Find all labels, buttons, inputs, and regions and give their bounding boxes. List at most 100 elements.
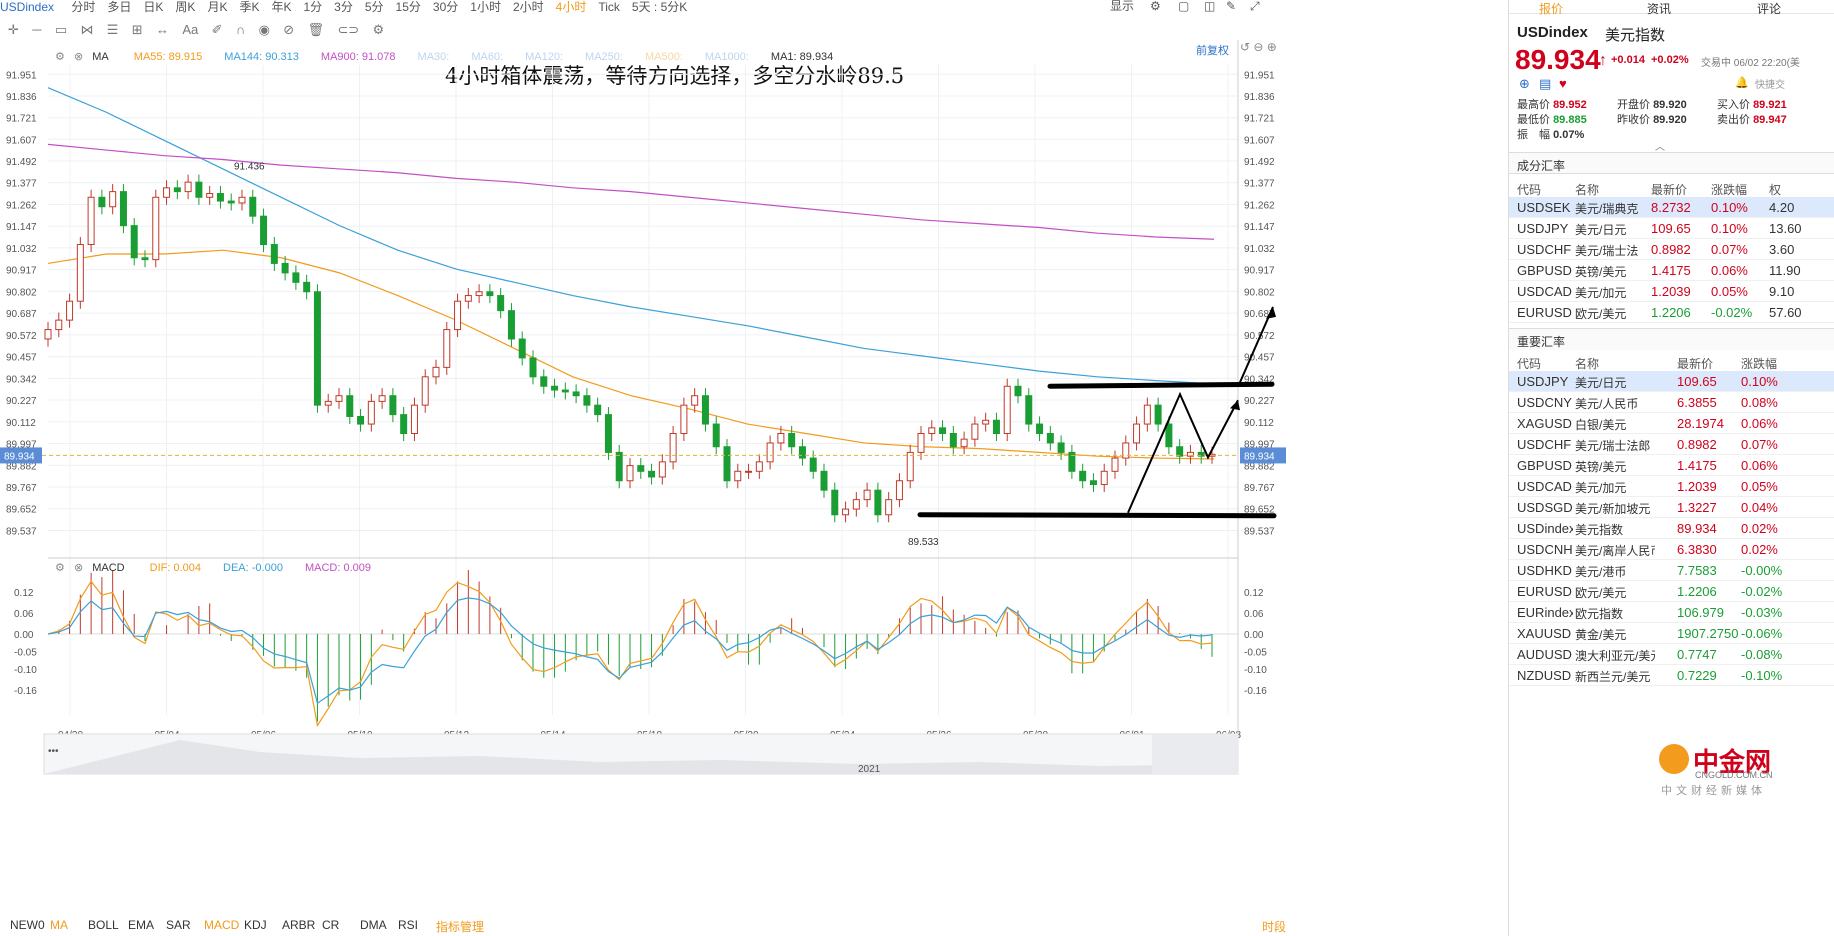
session-button[interactable]: 时段 — [1262, 920, 1287, 934]
table-row[interactable]: USDCNY 美元/人民币 6.3855 0.08% — [1509, 392, 1834, 413]
close-icon[interactable]: ⊗ — [73, 562, 84, 574]
table-row[interactable]: EURindex 欧元指数 106.979 -0.03% — [1509, 602, 1834, 623]
fib-tool-icon[interactable]: ⊞ — [131, 22, 143, 37]
indicator-tab-5[interactable]: MACD — [204, 918, 240, 932]
column-header[interactable]: 最新价 — [1677, 357, 1714, 371]
pencil-icon[interactable]: ✎ — [1226, 0, 1237, 13]
text-tool-icon[interactable]: Aa — [182, 22, 199, 37]
arrow-tool-icon[interactable]: ↔ — [156, 22, 170, 37]
column-header[interactable]: 最新价 — [1651, 183, 1688, 197]
column-header[interactable]: 权 — [1769, 183, 1782, 197]
reset-icon[interactable]: ↺ ⊖ ⊕ — [1240, 40, 1277, 54]
period-tab-16[interactable]: 5天 : 5分K — [631, 0, 688, 14]
indicator-tab-3[interactable]: EMA — [128, 918, 155, 932]
period-tab-8[interactable]: 3分 — [334, 0, 353, 14]
period-tab-7[interactable]: 1分 — [303, 0, 323, 14]
eye-icon[interactable]: ◉ — [258, 22, 270, 37]
brush-tool-icon[interactable]: ✐ — [211, 22, 223, 37]
period-tab-1[interactable]: 多日 — [107, 0, 132, 14]
delete-icon[interactable]: ⊘ — [283, 22, 295, 37]
indicator-tab-4[interactable]: SAR — [166, 918, 191, 932]
navigator-window[interactable] — [1152, 734, 1238, 774]
indicator-tab-9[interactable]: DMA — [360, 918, 387, 932]
settings-icon[interactable]: ⚙ — [372, 22, 385, 37]
indicator-tab-10[interactable]: RSI — [398, 918, 419, 932]
table-row[interactable]: GBPUSD 英镑/美元 1.4175 0.06% — [1509, 455, 1834, 476]
period-tab-10[interactable]: 15分 — [395, 0, 421, 14]
column-header[interactable]: 名称 — [1575, 357, 1600, 371]
navigator-handle-icon[interactable]: ••• — [48, 746, 59, 757]
table-row[interactable]: NZDUSD 新西兰元/美元 0.7229 -0.10% — [1509, 665, 1834, 686]
globe-icon[interactable]: ⊕ — [1519, 76, 1530, 91]
indicator-tab-8[interactable]: CR — [322, 918, 340, 932]
table-row[interactable]: AUDUSD 澳大利亚元/美元 0.7747 -0.08% — [1509, 644, 1834, 665]
fullscreen-icon[interactable]: ⤢ — [1250, 0, 1260, 13]
adjust-button[interactable]: 前复权 — [1196, 45, 1229, 57]
table-row[interactable]: USDSGD 美元/新加坡元 1.3227 0.04% — [1509, 497, 1834, 518]
tab-quote[interactable]: 报价 — [1539, 2, 1564, 16]
table-row[interactable]: USDindex 美元指数 89.934 0.02% — [1509, 518, 1834, 539]
indicator-tab-6[interactable]: KDJ — [244, 918, 267, 932]
table-row[interactable]: USDCHF 美元/瑞士法 0.8982 0.07% 3.60 — [1509, 239, 1834, 260]
table-row[interactable]: USDJPY 美元/日元 109.65 0.10% — [1509, 371, 1834, 392]
tab-news[interactable]: 资讯 — [1647, 2, 1672, 16]
period-tab-12[interactable]: 1小时 — [470, 0, 501, 14]
crosshair-icon[interactable]: ✛ — [8, 22, 19, 37]
period-tab-6[interactable]: 年K — [271, 0, 292, 14]
column-header[interactable]: 名称 — [1575, 183, 1600, 197]
display-menu[interactable]: 显示 — [1110, 0, 1135, 13]
symbol-tab[interactable]: USDindex — [0, 0, 55, 14]
rect-tool-icon[interactable]: ▭ — [54, 22, 68, 37]
doc-icon[interactable]: ▤ — [1539, 76, 1552, 91]
table-row[interactable]: EURUSD 欧元/美元 1.2206 -0.02% — [1509, 581, 1834, 602]
magnet-icon[interactable]: ∩ — [235, 22, 246, 37]
indicator-tab-11[interactable]: 指标管理 — [436, 920, 485, 934]
fork-tool-icon[interactable]: ⋈ — [80, 22, 94, 37]
table-row[interactable]: USDHKD 美元/港币 7.7583 -0.00% — [1509, 560, 1834, 581]
period-tab-9[interactable]: 5分 — [364, 0, 384, 14]
column-header[interactable]: 代码 — [1517, 183, 1542, 197]
trash-icon[interactable]: 🗑 — [307, 22, 325, 37]
period-tab-14[interactable]: 4小时 — [555, 0, 587, 14]
bell-icon[interactable]: 🔔 — [1735, 77, 1749, 89]
heart-icon[interactable]: ♥ — [1559, 76, 1567, 91]
period-tab-5[interactable]: 季K — [239, 0, 260, 14]
indicator-tab-0[interactable]: NEW0 — [10, 918, 45, 932]
period-tab-15[interactable]: Tick — [598, 0, 620, 14]
period-tab-2[interactable]: 日K — [143, 0, 164, 14]
column-header[interactable]: 代码 — [1517, 357, 1542, 371]
period-tab-0[interactable]: 分时 — [71, 0, 96, 14]
indicator-tab-2[interactable]: BOLL — [88, 918, 119, 932]
gear-icon[interactable]: ⚙ — [55, 51, 65, 63]
channel-tool-icon[interactable]: ☰ — [106, 22, 119, 37]
table-row[interactable]: XAUUSD 黄金/美元 1907.2750 -0.06% — [1509, 623, 1834, 644]
indicator-tab-7[interactable]: ARBR — [282, 918, 316, 932]
link-icon[interactable]: ⊂⊃ — [337, 22, 360, 37]
table-row[interactable]: USDCHF 美元/瑞士法郎 0.8982 0.07% — [1509, 434, 1834, 455]
tab-comments[interactable]: 评论 — [1757, 2, 1782, 16]
table-row[interactable]: EURUSD 欧元/美元 1.2206 -0.02% 57.60 — [1509, 302, 1834, 323]
table-row[interactable]: USDSEK 美元/瑞典克 8.2732 0.10% 4.20 — [1509, 197, 1834, 218]
chevron-up-icon[interactable]: ︿ — [1655, 142, 1665, 153]
table-row[interactable]: USDJPY 美元/日元 109.65 0.10% 13.60 — [1509, 218, 1834, 239]
table-row[interactable]: GBPUSD 英镑/美元 1.4175 0.06% 11.90 — [1509, 260, 1834, 281]
line-tool-icon[interactable]: ─ — [32, 22, 42, 37]
column-header[interactable]: 涨跌幅 — [1741, 357, 1778, 371]
indicator-tab-1[interactable]: MA — [50, 918, 68, 932]
quick-trade-button[interactable]: 快捷交 — [1755, 80, 1785, 91]
camera-icon[interactable]: ◫ — [1204, 0, 1216, 13]
column-header[interactable]: 涨跌幅 — [1711, 183, 1748, 197]
table-row[interactable]: USDCAD 美元/加元 1.2039 0.05% 9.10 — [1509, 281, 1834, 302]
period-tab-3[interactable]: 周K — [175, 0, 196, 14]
window-icon[interactable]: ▢ — [1178, 0, 1190, 13]
close-icon[interactable]: ⊗ — [73, 51, 84, 63]
gear-icon[interactable]: ⚙ — [55, 562, 65, 574]
table-row[interactable]: XAGUSD 白银/美元 28.1974 0.06% — [1509, 413, 1834, 434]
gear-icon[interactable]: ⚙ — [1150, 0, 1161, 13]
table-row[interactable]: USDCNH 美元/离岸人民币 6.3830 0.02% — [1509, 539, 1834, 560]
table-row[interactable]: USDCAD 美元/加元 1.2039 0.05% — [1509, 476, 1834, 497]
price-chart[interactable]: 91.951 91.951 91.836 91.836 91.721 91.721 91.6… — [0, 40, 1288, 800]
period-tab-11[interactable]: 30分 — [432, 0, 459, 14]
period-tab-13[interactable]: 2小时 — [512, 0, 544, 14]
period-tab-4[interactable]: 月K — [207, 0, 228, 14]
